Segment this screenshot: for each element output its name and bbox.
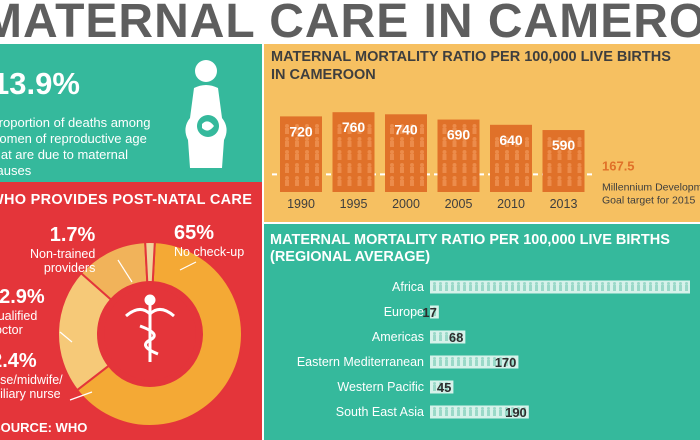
no-checkup-pct: 65%	[174, 222, 215, 244]
region-bar-figures-0	[433, 282, 688, 291]
cameroon-mortality-chart: 720 1990 760 1995 740 2000 690 2005 640 2010 590 20…	[272, 112, 700, 211]
region-bar-figures-4	[433, 382, 448, 391]
target-label-line2: Goal target for 2015	[602, 194, 696, 206]
postnatal-care-title: WHO PROVIDES POST-NATAL CARE	[0, 192, 253, 208]
bar-value-1995: 760	[342, 119, 366, 135]
region-value-2: 68	[449, 330, 463, 345]
bar-figures-1990	[285, 124, 319, 186]
bar-value-2010: 640	[499, 132, 523, 148]
target-label-line1: Millennium Development	[602, 181, 700, 193]
doctor-name-1: Qualified	[0, 309, 38, 323]
nurse-name-2: auxiliary nurse	[0, 387, 61, 401]
bar-value-2013: 590	[552, 137, 576, 153]
label-no-checkup: 65% No check-up	[174, 222, 244, 259]
donut-segment-3	[144, 241, 156, 284]
stat-description: Proportion of deaths among women of repr…	[0, 115, 151, 178]
bar-category-2010: 2010	[497, 197, 525, 211]
regional-mortality-title: MATERNAL MORTALITY RATIO PER 100,000 LIV…	[270, 232, 670, 266]
doctor-name-2: doctor	[0, 323, 23, 337]
bar-figures-2000	[390, 124, 424, 186]
label-doctor: 12.9% Qualified doctor	[0, 286, 45, 337]
no-checkup-name: No check-up	[174, 245, 245, 259]
page-title: MATERNAL CARE IN CAMEROON	[0, 0, 700, 42]
nurse-name-1: Nurse/midwife/	[0, 373, 63, 387]
region-bar-5	[430, 405, 529, 419]
region-label-3: Eastern Mediterranean	[297, 355, 424, 369]
caduceus-icon	[125, 294, 175, 362]
bar-figures-2013	[547, 137, 582, 186]
region-value-5: 190	[505, 405, 527, 420]
bar-category-1995: 1995	[340, 197, 368, 211]
region-bar-figures-2	[433, 332, 460, 341]
regional-title-line1: MATERNAL MORTALITY RATIO PER 100,000 LIV…	[270, 232, 670, 248]
pregnant-woman-icon	[185, 60, 227, 168]
bar-value-2005: 690	[447, 127, 471, 143]
nurse-pct: 22.4%	[0, 350, 37, 372]
region-label-2: Americas	[372, 330, 424, 344]
bar-figures-1995	[337, 124, 372, 186]
bar-category-2013: 2013	[550, 197, 578, 211]
stat-value: 13.9%	[0, 66, 80, 101]
region-label-5: South East Asia	[336, 405, 424, 419]
leader-line-0	[117, 259, 133, 283]
bar-value-1990: 720	[289, 123, 313, 139]
region-bar-figures-1	[433, 307, 436, 316]
stat-panel: 13.9% Proportion of deaths among women o…	[0, 44, 262, 182]
label-nontrained: 1.7% Non-trained providers	[30, 224, 95, 275]
bar-category-2005: 2005	[445, 197, 473, 211]
bar-figures-2010	[495, 137, 529, 186]
postnatal-care-panel: WHO PROVIDES POST-NATAL CARE 65% No chec…	[0, 182, 262, 440]
doctor-pct: 12.9%	[0, 286, 45, 308]
bar-value-2000: 740	[394, 121, 418, 137]
bar-figures-2005	[442, 124, 477, 186]
cameroon-title-line1: MATERNAL MORTALITY RATIO PER 100,000 LIV…	[271, 49, 671, 65]
region-bar-figures-5	[433, 407, 526, 416]
region-value-3: 170	[495, 355, 517, 370]
region-label-1: Europe	[384, 305, 424, 319]
region-bar-figures-3	[433, 357, 514, 366]
cameroon-title-line2: IN CAMEROON	[271, 67, 376, 83]
label-nurse: 22.4% Nurse/midwife/ auxiliary nurse	[0, 350, 63, 401]
title-bar: MATERNAL CARE IN CAMEROON	[0, 0, 700, 42]
cameroon-mortality-panel: MATERNAL MORTALITY RATIO PER 100,000 LIV…	[264, 44, 700, 222]
donut-segment-0	[75, 241, 243, 427]
nontrained-pct: 1.7%	[49, 224, 96, 246]
leader-line-2	[69, 391, 93, 401]
target-value: 167.5	[602, 158, 635, 173]
bar-category-2000: 2000	[392, 197, 420, 211]
region-value-4: 45	[437, 380, 451, 395]
leader-line-1	[59, 331, 73, 343]
region-value-1: 17	[422, 305, 436, 320]
postnatal-donut-chart	[57, 241, 243, 427]
regional-title-line2: (REGIONAL AVERAGE)	[270, 249, 431, 265]
cameroon-mortality-title: MATERNAL MORTALITY RATIO PER 100,000 LIV…	[271, 48, 700, 84]
bar-category-1990: 1990	[287, 197, 315, 211]
region-label-4: Western Pacific	[337, 380, 424, 394]
regional-mortality-panel: MATERNAL MORTALITY RATIO PER 100,000 LIV…	[264, 224, 700, 440]
leader-line-3	[179, 261, 197, 271]
region-label-0: Africa	[392, 280, 424, 294]
source-label: SOURCE: WHO	[0, 420, 88, 435]
nontrained-name-1: Non-trained	[30, 247, 96, 261]
nontrained-name-2: providers	[43, 261, 96, 275]
